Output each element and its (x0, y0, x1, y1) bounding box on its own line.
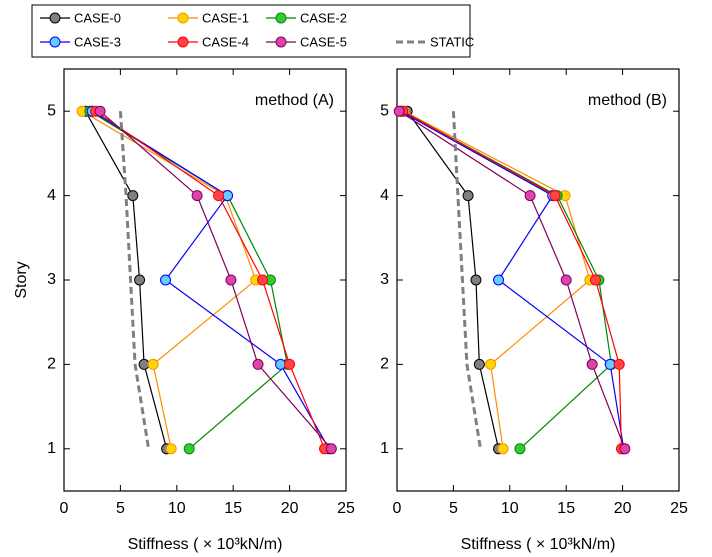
x-tick-label: 5 (449, 500, 458, 517)
annotation: method (A) (255, 92, 334, 109)
data-point (473, 358, 485, 370)
data-point (127, 190, 139, 202)
data-point (138, 358, 150, 370)
legend-marker (49, 36, 61, 48)
data-point (191, 190, 203, 202)
data-point (134, 274, 146, 286)
legend-marker (275, 12, 287, 24)
data-point (252, 358, 264, 370)
data-point (94, 105, 106, 117)
data-point (257, 274, 269, 286)
series-line (91, 110, 330, 450)
x-tick-label: 5 (116, 500, 125, 517)
series-line (84, 110, 168, 449)
x-tick-label: 0 (60, 500, 69, 517)
data-point (160, 274, 172, 286)
series-line (118, 111, 151, 450)
x-tick-label: 15 (557, 500, 575, 517)
y-tick-label: 2 (380, 356, 389, 373)
legend-marker (177, 12, 189, 24)
data-point (225, 274, 237, 286)
x-tick-label: 25 (337, 500, 355, 517)
y-tick-label: 2 (47, 356, 56, 373)
data-point (514, 443, 526, 455)
data-point (222, 190, 234, 202)
data-point (613, 358, 625, 370)
y-tick-label: 3 (380, 271, 389, 288)
data-point (497, 443, 509, 455)
x-tick-label: 0 (393, 500, 402, 517)
legend-label: STATIC (430, 34, 474, 49)
series-line (402, 110, 612, 450)
annotation: method (B) (588, 92, 667, 109)
x-tick-label: 25 (670, 500, 688, 517)
legend-marker (177, 36, 189, 48)
legend-box (31, 4, 471, 58)
series-line (406, 110, 500, 449)
data-point (462, 190, 474, 202)
legend-label: CASE-4 (202, 34, 249, 49)
data-point (604, 358, 616, 370)
x-axis-label: Stiffness ( × 10³kN/m) (128, 536, 283, 553)
data-point (590, 274, 602, 286)
x-tick-label: 15 (224, 500, 242, 517)
data-point (549, 190, 561, 202)
y-axis-label: Story (13, 261, 30, 298)
legend-label: CASE-5 (300, 34, 347, 49)
y-tick-label: 4 (380, 187, 389, 204)
data-point (493, 274, 505, 286)
data-point (165, 443, 177, 455)
x-tick-label: 10 (168, 500, 186, 517)
legend-label: CASE-1 (202, 10, 249, 25)
legend-marker (275, 36, 287, 48)
y-tick-label: 1 (47, 440, 56, 457)
x-tick-label: 20 (281, 500, 299, 517)
data-point (619, 443, 631, 455)
y-tick-label: 5 (47, 102, 56, 119)
data-point (183, 443, 195, 455)
x-axis-label: Stiffness ( × 10³kN/m) (461, 536, 616, 553)
legend-label: CASE-3 (74, 34, 121, 49)
data-point (470, 274, 482, 286)
data-point (284, 358, 296, 370)
y-tick-label: 1 (380, 440, 389, 457)
legend-marker (49, 12, 61, 24)
data-point (275, 358, 287, 370)
data-point (560, 274, 572, 286)
plot-frame (63, 68, 347, 492)
data-point (586, 358, 598, 370)
data-point (213, 190, 225, 202)
legend-label: CASE-0 (74, 10, 121, 25)
data-point (393, 105, 405, 117)
y-tick-label: 5 (380, 102, 389, 119)
series-line (451, 111, 482, 450)
x-tick-label: 20 (614, 500, 632, 517)
data-point (524, 190, 536, 202)
data-point (485, 358, 497, 370)
data-point (325, 443, 337, 455)
data-point (147, 358, 159, 370)
y-tick-label: 4 (47, 187, 56, 204)
legend-label: CASE-2 (300, 10, 347, 25)
y-tick-label: 3 (47, 271, 56, 288)
x-tick-label: 10 (501, 500, 519, 517)
